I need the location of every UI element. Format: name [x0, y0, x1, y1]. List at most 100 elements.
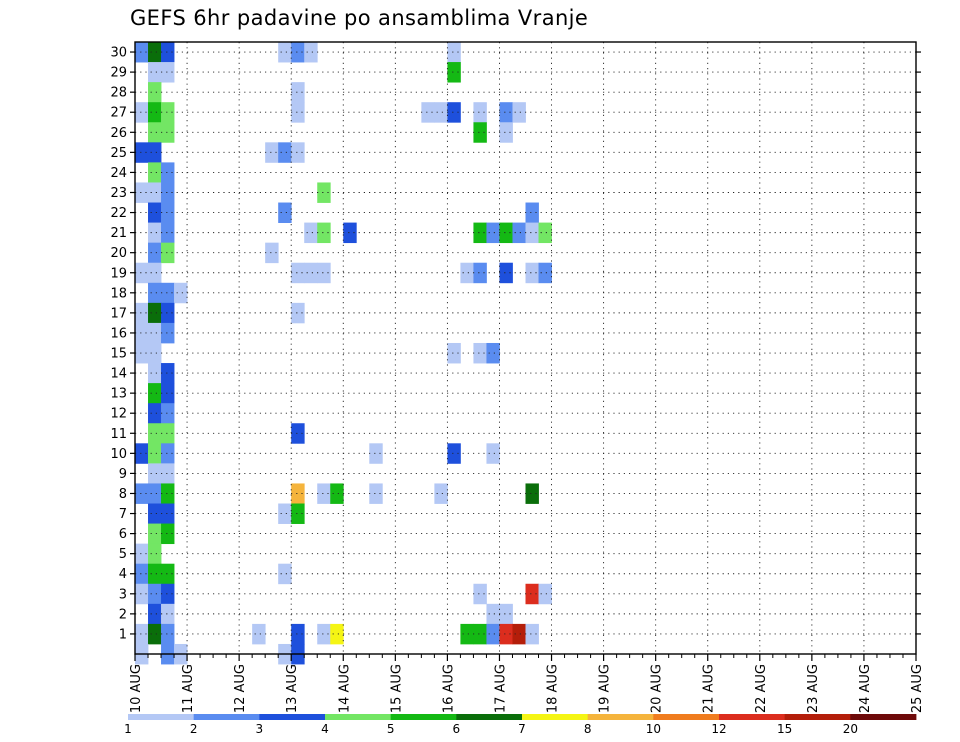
heatmap-cell: [278, 563, 292, 585]
heatmap-cell: [161, 182, 175, 203]
heatmap-cell: [343, 222, 357, 244]
heatmap-cell: [525, 222, 539, 244]
heatmap-cell: [148, 282, 162, 304]
heatmap-cell: [161, 42, 175, 63]
colorbar-swatch: [719, 714, 786, 720]
heatmap-cell: [148, 242, 162, 264]
x-tick-label: 19 AUG: [598, 664, 613, 713]
colorbar-swatch: [522, 714, 589, 720]
heatmap-cell: [278, 503, 292, 524]
heatmap-cell: [148, 483, 162, 504]
heatmap-cell: [161, 583, 175, 605]
heatmap-cell: [161, 222, 175, 244]
x-tick-label: 22 AUG: [754, 664, 769, 713]
heatmap-cell: [148, 563, 162, 585]
x-tick-label: 21 AUG: [702, 664, 717, 713]
y-tick-label: 25: [110, 146, 127, 161]
y-tick-label: 29: [110, 66, 127, 81]
heatmap-cell: [291, 262, 305, 284]
heatmap-cell: [161, 383, 175, 404]
heatmap-cell: [148, 182, 162, 203]
heatmap-cell: [434, 102, 448, 123]
heatmap-cell: [525, 623, 539, 645]
heatmap-cell: [148, 202, 162, 223]
heatmap-cell: [161, 403, 175, 424]
heatmap-cell: [161, 302, 175, 324]
heatmap-cell: [512, 222, 526, 244]
colorbar-swatch: [784, 714, 851, 720]
heatmap-cell: [317, 262, 331, 284]
heatmap-cell: [148, 463, 162, 484]
heatmap-cell: [148, 142, 162, 163]
colorbar-label: 2: [190, 722, 198, 736]
heatmap-cell: [148, 342, 162, 364]
heatmap-cell: [486, 342, 500, 364]
heatmap-cell: [148, 603, 162, 625]
x-tick-label: 15 AUG: [389, 664, 404, 713]
heatmap-cell: [161, 523, 175, 545]
y-tick-label: 13: [110, 387, 127, 402]
heatmap-cell: [486, 222, 500, 244]
colorbar-swatch: [259, 714, 326, 720]
heatmap-cell: [525, 202, 539, 223]
colorbar-swatch: [456, 714, 523, 720]
heatmap-cell: [135, 443, 149, 464]
heatmap-cell: [291, 42, 305, 63]
heatmap-cell: [291, 82, 305, 103]
heatmap-cell: [499, 222, 513, 244]
heatmap-cell: [265, 142, 279, 163]
heatmap-cell: [135, 302, 149, 324]
y-tick-label: 22: [110, 206, 127, 221]
heatmap-cell: [148, 583, 162, 605]
heatmap-cell: [291, 503, 305, 524]
x-tick-label: 24 AUG: [858, 664, 873, 713]
y-tick-label: 21: [110, 226, 127, 241]
heatmap-cell: [473, 623, 487, 645]
colorbar-swatch: [653, 714, 720, 720]
y-tick-label: 28: [110, 86, 127, 101]
heatmap-cell: [486, 443, 500, 464]
heatmap-cell: [291, 483, 305, 504]
heatmap-cell: [135, 262, 149, 284]
y-tick-label: 5: [119, 547, 127, 562]
heatmap-cell: [278, 202, 292, 223]
heatmap-cell: [330, 483, 344, 504]
y-tick-label: 27: [110, 106, 127, 121]
x-tick-label: 13 AUG: [285, 664, 300, 713]
y-tick-label: 24: [110, 166, 127, 181]
plot-frame: [134, 41, 917, 655]
heatmap-cell: [148, 503, 162, 524]
x-tick-label: 10 AUG: [129, 664, 144, 713]
x-tick-label: 14 AUG: [337, 664, 352, 713]
heatmap-cell: [538, 583, 552, 605]
heatmap-cell: [135, 563, 149, 585]
colorbar-swatch: [587, 714, 654, 720]
heatmap-cell: [486, 623, 500, 645]
colorbar-label: 15: [777, 722, 792, 736]
heatmap-cell: [148, 383, 162, 404]
heatmap-cell: [148, 623, 162, 645]
heatmap-cells: [135, 42, 552, 665]
heatmap-cell: [135, 342, 149, 364]
x-tick-label: 25 AUG: [910, 664, 925, 713]
heatmap-cell: [161, 623, 175, 645]
heatmap-cell: [174, 282, 188, 304]
heatmap-cell: [499, 102, 513, 123]
heatmap-cell: [161, 322, 175, 344]
y-tick-label: 8: [119, 487, 127, 502]
heatmap-cell: [135, 583, 149, 605]
heatmap-cell: [486, 603, 500, 625]
heatmap-cell: [135, 483, 149, 504]
heatmap-cell: [148, 62, 162, 83]
colorbar-label: 7: [518, 722, 526, 736]
heatmap-cell: [291, 302, 305, 324]
heatmap-cell: [304, 42, 318, 63]
heatmap-cell: [434, 483, 448, 504]
y-tick-label: 9: [119, 467, 127, 482]
y-tick-label: 6: [119, 527, 127, 542]
heatmap-cell: [304, 222, 318, 244]
colorbar-label: 3: [256, 722, 264, 736]
heatmap-cell: [473, 222, 487, 244]
heatmap-cell: [317, 222, 331, 244]
